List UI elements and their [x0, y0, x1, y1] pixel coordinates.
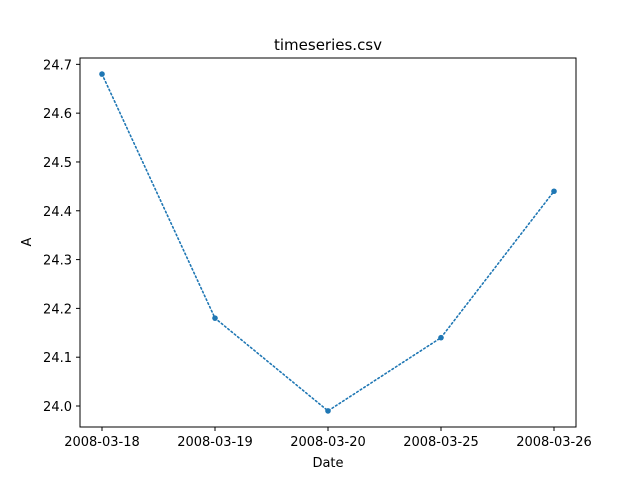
y-tick-label: 24.0: [43, 400, 72, 415]
chart-title: timeseries.csv: [274, 36, 382, 54]
x-tick-label: 2008-03-19: [177, 435, 253, 450]
x-tick-label: 2008-03-18: [64, 435, 140, 450]
y-tick-label: 24.7: [43, 58, 72, 73]
x-axis-label: Date: [312, 456, 343, 471]
y-axis-label: A: [20, 237, 35, 246]
y-tick-label: 24.1: [43, 351, 72, 366]
data-point: [212, 315, 218, 321]
plot-area: 24.0 24.1 24.2 24.3 24.4 24.5 24.6 24.7 2008-03-…: [43, 57, 592, 450]
series-line: [101, 73, 555, 412]
data-point: [551, 188, 557, 195]
data-point: [99, 71, 105, 77]
x-tick-label: 2008-03-25: [403, 435, 479, 450]
y-tick-label: 24.3: [43, 254, 72, 269]
axes-frame: [79, 57, 577, 428]
data-point: [325, 408, 331, 414]
y-tick-label: 24.2: [43, 302, 72, 317]
x-tick-label: 2008-03-26: [516, 435, 592, 450]
y-tick-label: 24.4: [43, 205, 72, 220]
y-tick-label: 24.6: [43, 107, 72, 122]
data-point: [438, 334, 444, 341]
x-tick-label: 2008-03-20: [290, 435, 366, 450]
y-tick-label: 24.5: [43, 156, 72, 171]
